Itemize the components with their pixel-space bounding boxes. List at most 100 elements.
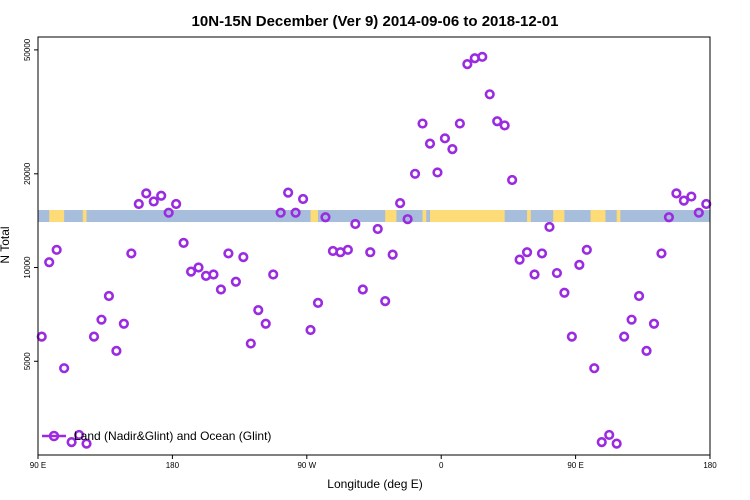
data-point xyxy=(290,207,301,218)
data-point xyxy=(215,284,227,295)
data-point xyxy=(626,314,637,325)
data-point xyxy=(536,248,548,259)
data-point xyxy=(245,338,256,349)
data-point xyxy=(701,198,712,210)
data-point xyxy=(133,198,144,210)
land-segment xyxy=(616,210,621,223)
data-points xyxy=(36,51,712,449)
data-point xyxy=(581,244,592,255)
data-point xyxy=(432,167,443,178)
y-tick-label: 5000 xyxy=(23,352,32,370)
land-segment xyxy=(49,210,65,223)
x-axis-label: Longitude (deg E) xyxy=(327,477,422,491)
data-point xyxy=(297,193,309,205)
data-point xyxy=(126,248,137,259)
x-tick-label: 180 xyxy=(166,461,180,470)
data-point xyxy=(484,89,495,100)
data-point xyxy=(551,267,563,279)
data-point xyxy=(507,174,518,186)
data-point xyxy=(566,331,577,342)
data-point xyxy=(439,133,451,144)
land-ocean-band xyxy=(38,210,710,223)
data-point xyxy=(633,290,645,302)
data-point xyxy=(208,269,219,280)
data-point xyxy=(111,345,122,356)
data-point xyxy=(454,118,465,129)
chart-title: 10N-15N December (Ver 9) 2014-09-06 to 2… xyxy=(192,13,559,30)
data-point xyxy=(312,297,324,308)
x-tick-label: 90 E xyxy=(567,461,583,470)
data-point xyxy=(417,118,428,129)
data-point xyxy=(462,59,473,70)
data-point xyxy=(409,168,421,179)
data-point xyxy=(59,363,70,374)
x-axis-ticks: 90 E 180 90 W 0 90 E 180 xyxy=(30,455,717,470)
data-point xyxy=(678,195,689,206)
data-point xyxy=(424,138,436,149)
data-point xyxy=(663,212,675,223)
data-point xyxy=(81,438,92,449)
y-tick-label: 10000 xyxy=(23,256,32,279)
data-point xyxy=(447,144,458,155)
x-tick-label: 0 xyxy=(439,461,444,470)
x-tick-label: 90 E xyxy=(30,461,46,470)
land-segment xyxy=(310,210,318,223)
data-point xyxy=(365,247,376,258)
data-point xyxy=(268,269,279,280)
data-point xyxy=(395,198,406,209)
data-point xyxy=(380,296,391,307)
data-point xyxy=(671,188,682,199)
data-point xyxy=(656,248,667,259)
data-point xyxy=(529,269,540,280)
data-point xyxy=(521,247,533,258)
data-point xyxy=(596,437,607,448)
legend-marker xyxy=(48,430,60,442)
data-point xyxy=(492,116,503,127)
data-point xyxy=(320,212,331,223)
data-point xyxy=(641,345,652,356)
ocean-band xyxy=(38,210,710,223)
data-point xyxy=(514,254,525,265)
y-axis-label: N Total xyxy=(0,226,12,263)
data-point xyxy=(51,244,62,255)
y-tick-label: 20000 xyxy=(23,162,32,185)
data-point xyxy=(559,287,570,298)
y-axis-ticks: 5000 10000 20000 50000 xyxy=(23,38,38,370)
data-point xyxy=(574,259,585,270)
data-point xyxy=(350,218,361,230)
land-segment xyxy=(385,210,397,223)
data-point xyxy=(477,51,488,62)
data-point xyxy=(499,120,510,131)
data-point xyxy=(611,438,622,449)
data-point xyxy=(619,331,630,342)
data-point xyxy=(402,214,413,225)
data-point xyxy=(36,331,47,342)
data-point xyxy=(178,237,189,248)
data-point xyxy=(283,187,294,198)
data-point xyxy=(96,314,107,325)
data-point xyxy=(305,324,316,336)
land-segment xyxy=(422,210,427,223)
data-point xyxy=(163,207,174,218)
land-segment xyxy=(590,210,606,223)
data-point xyxy=(44,257,55,268)
data-point xyxy=(148,196,159,207)
data-point xyxy=(604,429,615,441)
data-point xyxy=(357,284,368,295)
data-point xyxy=(253,304,264,316)
data-point xyxy=(223,248,234,259)
data-point xyxy=(185,266,197,277)
data-point xyxy=(544,221,555,233)
data-point xyxy=(171,198,182,210)
data-point xyxy=(118,318,129,329)
x-tick-label: 180 xyxy=(703,461,717,470)
data-point xyxy=(589,363,600,374)
data-point xyxy=(342,244,353,255)
data-point xyxy=(260,318,271,329)
land-segment xyxy=(527,210,531,223)
data-point xyxy=(238,252,249,263)
data-point xyxy=(73,429,85,441)
plot-area-frame xyxy=(37,36,711,456)
data-point xyxy=(230,276,241,287)
